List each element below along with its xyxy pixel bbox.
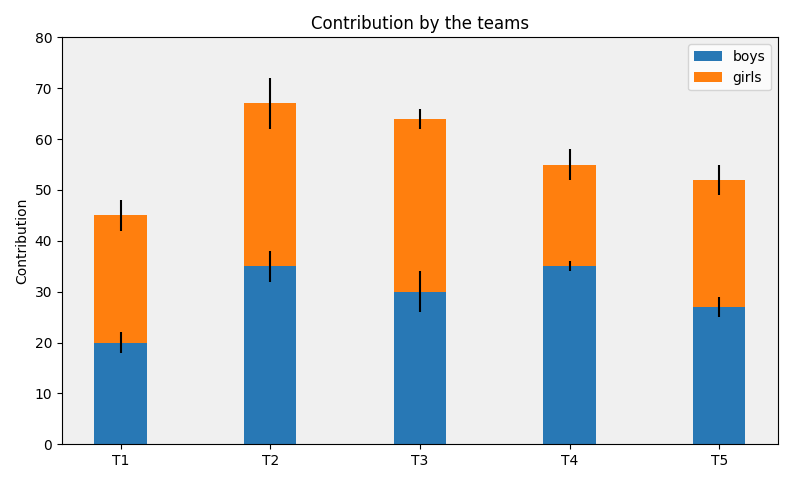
Bar [94,215,147,342]
Bar [244,103,297,266]
Bar [244,266,297,444]
Y-axis label: Contribution: Contribution [15,198,29,284]
Title: Contribution by the teams: Contribution by the teams [311,15,529,33]
Bar [543,165,596,266]
Bar [543,266,596,444]
Bar [394,292,446,444]
Bar [693,307,745,444]
Bar [394,119,446,292]
Bar [693,180,745,307]
Legend: boys, girls: boys, girls [688,44,771,90]
Bar [94,342,147,444]
